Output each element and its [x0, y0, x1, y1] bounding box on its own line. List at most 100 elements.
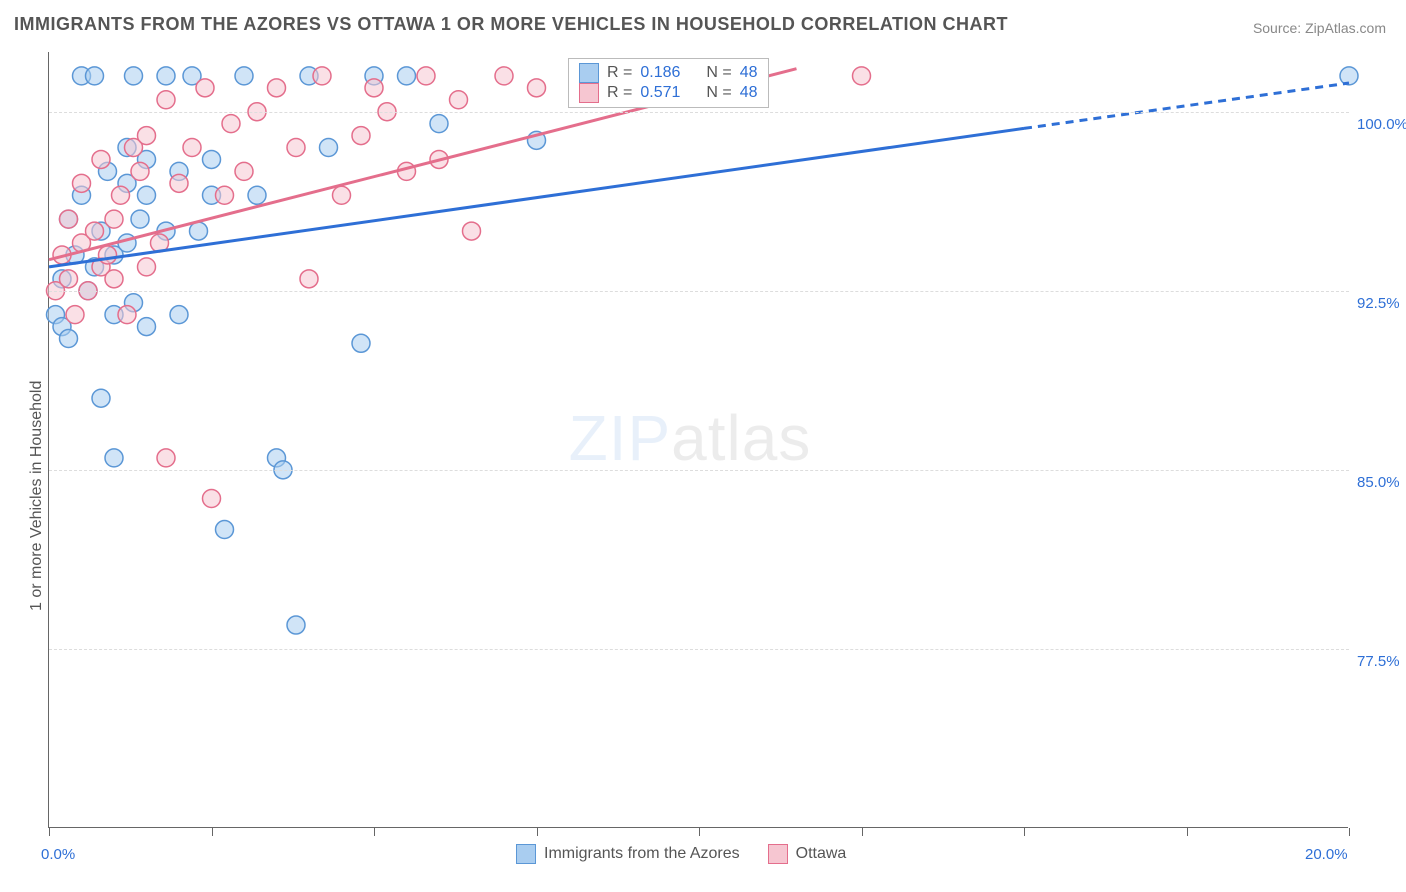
data-point-b	[203, 489, 221, 507]
data-point-b	[157, 449, 175, 467]
r-value-a: 0.186	[640, 64, 680, 82]
x-tick	[862, 828, 863, 836]
data-point-a	[60, 330, 78, 348]
data-point-b	[105, 210, 123, 228]
gridline	[49, 649, 1349, 650]
r-value-b: 0.571	[640, 84, 680, 102]
legend-item-b: Ottawa	[768, 844, 847, 864]
x-tick	[537, 828, 538, 836]
data-point-b	[300, 270, 318, 288]
gridline	[49, 291, 1349, 292]
data-point-b	[853, 67, 871, 85]
data-point-b	[216, 186, 234, 204]
y-axis-label: 1 or more Vehicles in Household	[28, 380, 46, 610]
series-b-name: Ottawa	[796, 845, 847, 863]
data-point-b	[170, 174, 188, 192]
data-point-b	[99, 246, 117, 264]
data-point-b	[235, 162, 253, 180]
data-point-b	[73, 174, 91, 192]
n-value-a: 48	[740, 64, 758, 82]
source-attribution: Source: ZipAtlas.com	[1253, 20, 1386, 36]
y-tick-label: 85.0%	[1357, 474, 1400, 491]
data-point-b	[528, 79, 546, 97]
data-point-b	[287, 139, 305, 157]
data-point-a	[320, 139, 338, 157]
data-point-b	[86, 222, 104, 240]
data-point-a	[248, 186, 266, 204]
data-point-a	[138, 318, 156, 336]
x-tick	[212, 828, 213, 836]
data-point-a	[216, 521, 234, 539]
data-point-a	[157, 67, 175, 85]
series-legend: Immigrants from the Azores Ottawa	[516, 844, 846, 864]
data-point-a	[190, 222, 208, 240]
data-point-a	[398, 67, 416, 85]
data-point-b	[196, 79, 214, 97]
data-point-b	[105, 270, 123, 288]
y-tick-label: 100.0%	[1357, 116, 1406, 133]
correlation-legend: R = 0.186 N = 48 R = 0.571 N = 48	[568, 58, 769, 108]
data-point-b	[495, 67, 513, 85]
data-point-b	[60, 270, 78, 288]
x-tick	[1187, 828, 1188, 836]
x-tick	[374, 828, 375, 836]
data-point-b	[92, 150, 110, 168]
data-point-b	[313, 67, 331, 85]
swatch-a	[579, 63, 599, 83]
data-point-a	[287, 616, 305, 634]
gridline	[49, 470, 1349, 471]
x-tick	[49, 828, 50, 836]
data-point-b	[66, 306, 84, 324]
chart-title: IMMIGRANTS FROM THE AZORES VS OTTAWA 1 O…	[14, 14, 1008, 35]
x-tick	[1024, 828, 1025, 836]
swatch-b	[579, 83, 599, 103]
data-point-a	[235, 67, 253, 85]
legend-item-a: Immigrants from the Azores	[516, 844, 740, 864]
x-tick	[699, 828, 700, 836]
data-point-b	[463, 222, 481, 240]
legend-row-a: R = 0.186 N = 48	[579, 63, 758, 83]
data-point-a	[138, 186, 156, 204]
swatch-b-icon	[768, 844, 788, 864]
legend-row-b: R = 0.571 N = 48	[579, 83, 758, 103]
gridline	[49, 112, 1349, 113]
data-point-a	[86, 67, 104, 85]
trend-line-a-extrapolated	[1024, 83, 1349, 128]
data-point-a	[105, 449, 123, 467]
data-point-a	[131, 210, 149, 228]
data-point-b	[131, 162, 149, 180]
data-point-b	[417, 67, 435, 85]
data-point-b	[450, 91, 468, 109]
data-point-a	[170, 306, 188, 324]
data-point-a	[1340, 67, 1358, 85]
series-a-name: Immigrants from the Azores	[544, 845, 740, 863]
data-point-b	[365, 79, 383, 97]
plot-area: ZIPatlas 77.5%85.0%92.5%100.0%0.0%20.0%	[48, 52, 1348, 828]
data-point-b	[268, 79, 286, 97]
data-point-a	[125, 67, 143, 85]
data-point-a	[92, 389, 110, 407]
data-point-b	[60, 210, 78, 228]
data-point-b	[157, 91, 175, 109]
data-point-b	[138, 258, 156, 276]
n-label: N =	[706, 64, 731, 82]
data-point-a	[352, 334, 370, 352]
r-label: R =	[607, 64, 632, 82]
data-point-b	[138, 127, 156, 145]
x-tick-label: 20.0%	[1305, 846, 1348, 863]
y-tick-label: 92.5%	[1357, 295, 1400, 312]
data-point-a	[430, 115, 448, 133]
n-label: N =	[706, 84, 731, 102]
data-point-a	[203, 150, 221, 168]
data-point-b	[333, 186, 351, 204]
x-tick-label: 0.0%	[41, 846, 75, 863]
swatch-a-icon	[516, 844, 536, 864]
y-tick-label: 77.5%	[1357, 653, 1400, 670]
x-tick	[1349, 828, 1350, 836]
data-point-b	[183, 139, 201, 157]
n-value-b: 48	[740, 84, 758, 102]
data-point-b	[352, 127, 370, 145]
data-point-b	[112, 186, 130, 204]
scatter-svg	[49, 52, 1349, 828]
data-point-b	[222, 115, 240, 133]
